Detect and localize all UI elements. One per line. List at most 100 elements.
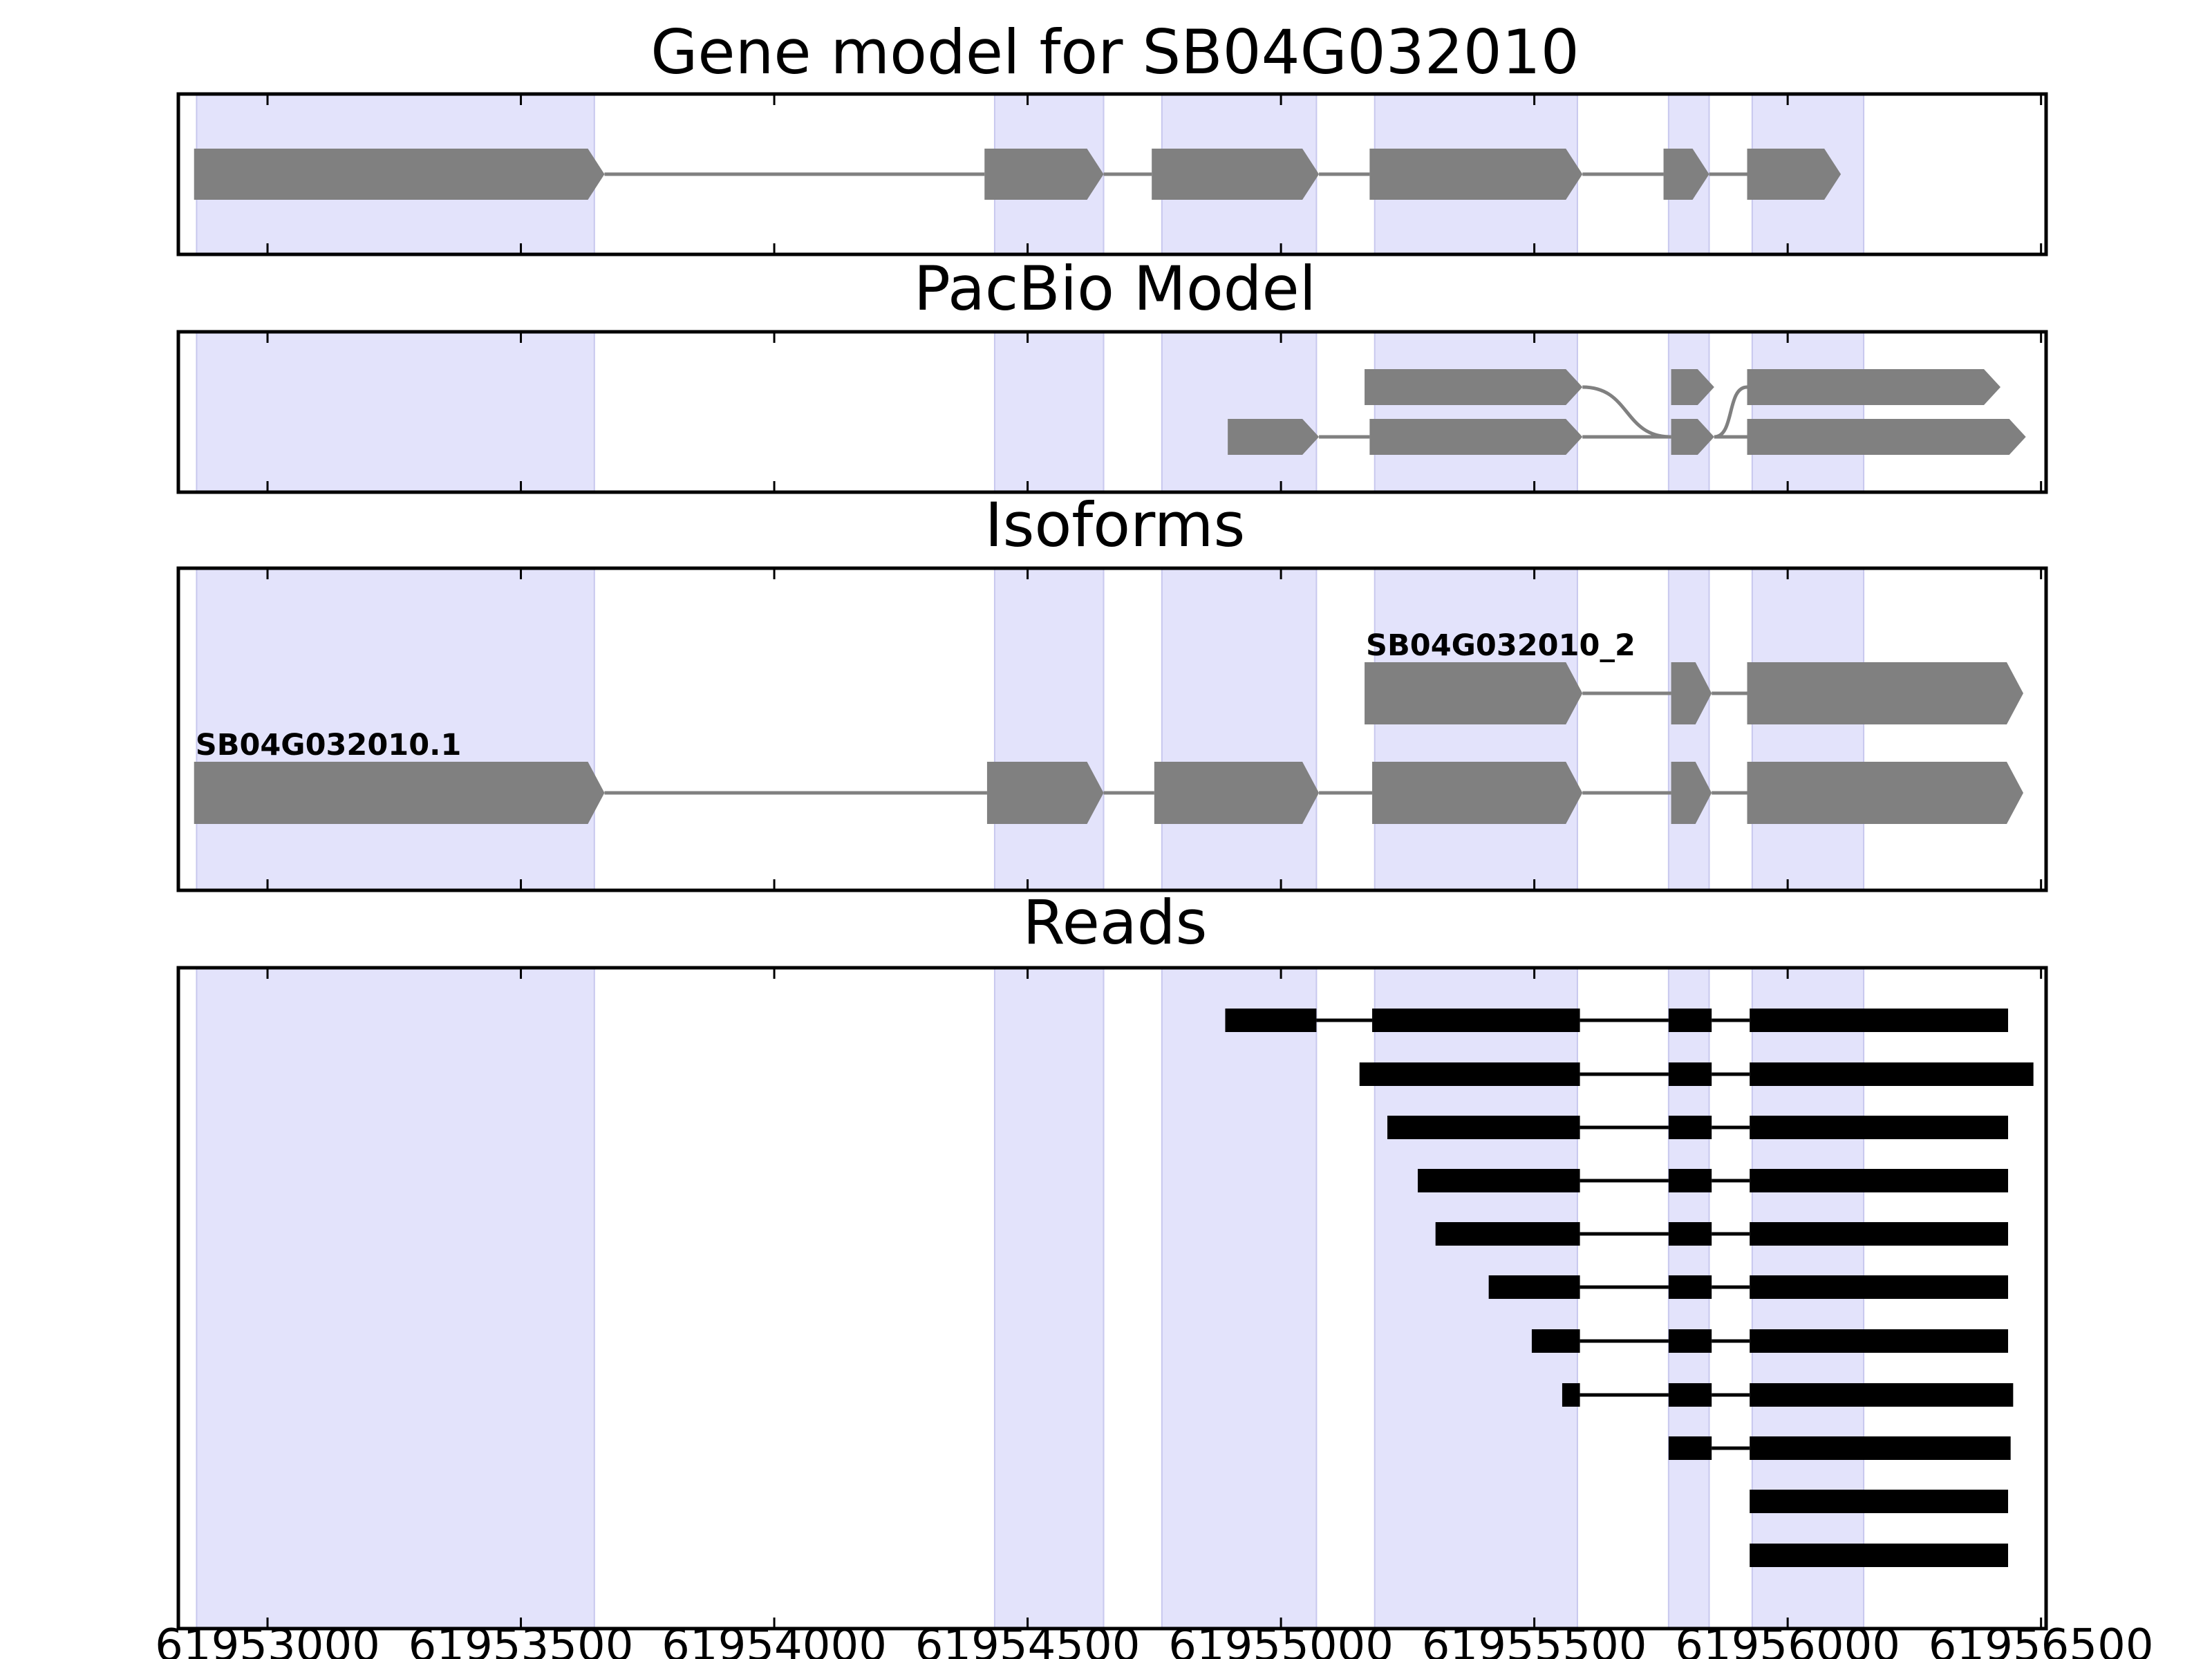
exon-arrow [1747,369,2001,405]
intron-line [1582,385,1671,439]
isoforms-frame [176,566,2048,892]
exon-arrow [1365,369,1583,405]
exon-arrow [194,762,605,824]
read-exon-block [1750,1222,2009,1246]
exon-arrow [1671,662,1712,724]
read-track [1531,1329,2009,1353]
read-track [1418,1169,2009,1192]
exon-arrow [1369,419,1583,455]
exon-band [196,331,595,493]
transcript-track: SB04G032010.1 [194,728,2024,824]
isoform-label: SB04G032010.1 [196,728,462,762]
read-exon-block [1750,1383,2014,1407]
pacbio-model-plot [176,330,2048,494]
read-exon-block [1750,1329,2009,1353]
transcript-track: SB04G032010_2 [1365,628,2024,724]
exon-band [1374,568,1578,891]
exon-band [1667,568,1710,891]
exon-arrow [1372,762,1583,824]
read-exon-block [1750,1544,2009,1567]
read-track [1225,1009,2009,1032]
intron-line [1714,385,1747,439]
read-track [1750,1544,2009,1567]
read-exon-block [1531,1329,1580,1353]
x-tick-label: 61954000 [662,1620,887,1659]
exon-arrow [1747,419,2026,455]
reads-frame [176,966,2048,1631]
read-exon-block [1668,1116,1712,1139]
isoform-label: SB04G032010_2 [1366,628,1635,663]
read-exon-block [1488,1275,1580,1299]
plot-layer: SB04G032010_2 SB04G032010.1 61953000 619535… [155,92,2154,1659]
read-exon-block [1750,1436,2011,1460]
read-track [1750,1490,2009,1513]
pacbio-model-frame [176,330,2048,494]
pacbio-model-title: PacBio Model [914,253,1316,324]
read-track [1387,1116,2009,1139]
exon-arrow [1154,762,1320,824]
x-tick-label: 61956500 [1929,1620,2154,1659]
exon-arrow [1671,762,1712,824]
read-track [1668,1436,2011,1460]
exon-band [993,331,1105,493]
pacbio-model-panel: PacBio Model [914,253,1316,324]
gene-model-panel: Gene model for SB04G032010 [650,17,1580,88]
read-exon-block [1668,1009,1712,1032]
read-exon-block [1562,1383,1580,1407]
exon-band [196,967,595,1629]
read-track [1435,1222,2009,1246]
isoforms-title: Isoforms [985,489,1246,561]
read-exon-block [1668,1222,1712,1246]
read-exon-block [1668,1169,1712,1192]
exon-band [993,568,1105,891]
reads-plot [176,966,2048,1631]
read-exon-block [1668,1436,1712,1460]
isoforms-plot: SB04G032010_2 SB04G032010.1 [176,566,2048,892]
reads-panel: Reads [1023,887,1208,958]
read-exon-block [1435,1222,1580,1246]
read-exon-block [1750,1490,2009,1513]
read-exon-block [1668,1062,1712,1086]
read-exon-block [1668,1329,1712,1353]
exon-arrow [1747,149,1841,200]
exon-arrow [1228,419,1320,455]
exon-arrow [986,762,1104,824]
x-tick-label: 61954500 [915,1620,1141,1659]
read-exon-block [1225,1009,1317,1032]
x-tick-label: 61955000 [1168,1620,1394,1659]
read-exon-block [1668,1383,1712,1407]
gene-model-frame [176,92,2048,256]
exon-arrow [1747,662,2024,724]
read-exon-block [1750,1116,2009,1139]
x-tick-label: 61953500 [409,1620,634,1659]
transcript-track [1365,369,2001,439]
read-exon-block [1387,1116,1580,1139]
read-track [1562,1383,2014,1407]
x-tick-label: 61955500 [1422,1620,1647,1659]
exon-band [1751,568,1865,891]
exon-arrow [1663,149,1709,200]
read-exon-block [1750,1009,2009,1032]
exon-band [1161,331,1318,493]
read-exon-block [1750,1062,2034,1086]
exon-arrow [1369,149,1583,200]
exon-arrow [984,149,1104,200]
read-exon-block [1359,1062,1580,1086]
exon-arrow [1365,662,1583,724]
exon-band [1374,331,1578,493]
read-exon-block [1372,1009,1580,1032]
exon-arrow [1747,762,2024,824]
exon-band [1161,967,1318,1629]
exon-band [1161,568,1318,891]
x-tick-label: 61956000 [1675,1620,1900,1659]
exon-band [1667,331,1710,493]
exon-arrow [1671,419,1714,455]
exon-band [993,967,1105,1629]
read-exon-block [1750,1275,2009,1299]
exon-arrow [1671,369,1714,405]
gene-model-title: Gene model for SB04G032010 [650,17,1580,88]
read-track [1488,1275,2009,1299]
read-exon-block [1750,1169,2009,1192]
transcript-track [1228,419,2026,455]
